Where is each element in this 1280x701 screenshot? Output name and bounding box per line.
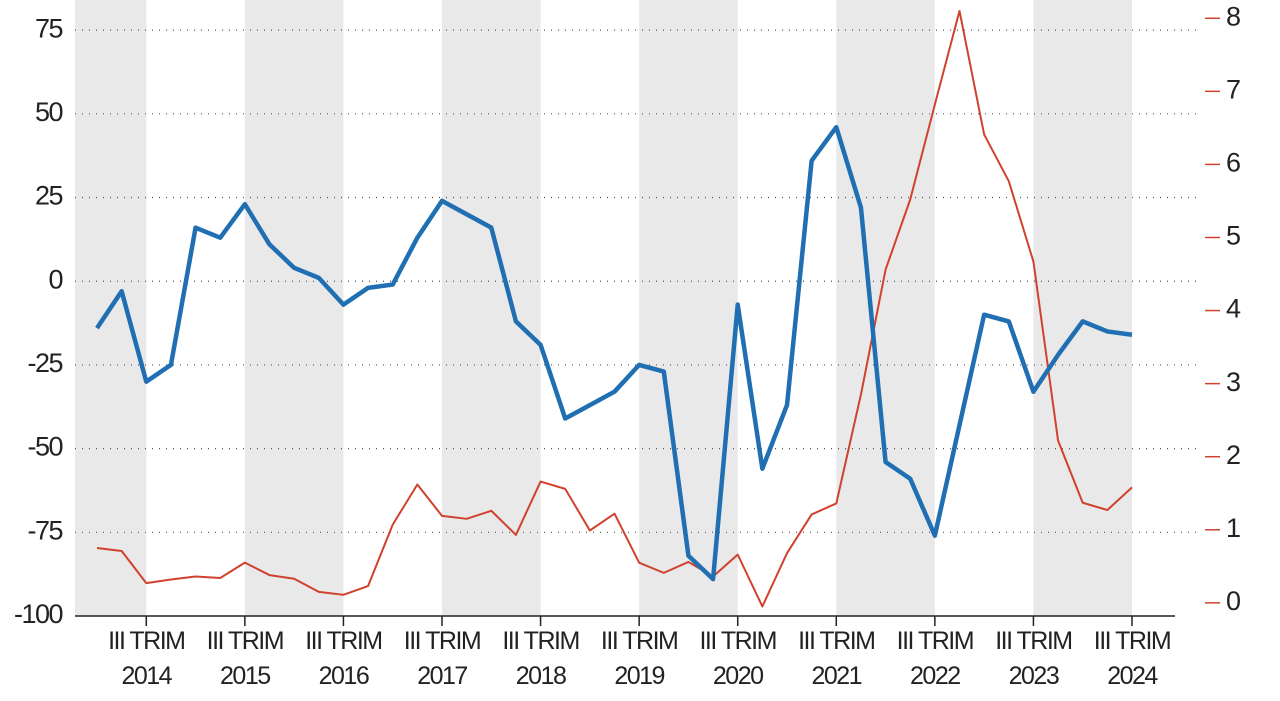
x-tick-label: III TRIM 2022 xyxy=(896,627,975,690)
y2-tick-label: 4 xyxy=(1226,294,1241,324)
y-tick-label: -50 xyxy=(27,432,62,462)
y-tick-label: 25 xyxy=(35,181,63,211)
y2-tick-label: 8 xyxy=(1226,1,1240,31)
x-tick-label: III TRIM 2023 xyxy=(995,627,1073,690)
x-tick-label: III TRIM 2016 xyxy=(305,627,383,690)
y2-tick-label: 0 xyxy=(1226,586,1240,616)
y2-tick-label: 5 xyxy=(1226,221,1240,251)
x-tick-label: III TRIM 2020 xyxy=(699,627,777,690)
band xyxy=(1033,0,1132,616)
y-tick-label: 0 xyxy=(48,264,62,294)
x-tick-label: III TRIM 2014 xyxy=(108,627,186,690)
x-tick-label: III TRIM 2019 xyxy=(600,627,679,690)
x-tick-label: III TRIM 2015 xyxy=(206,627,285,690)
line-series xyxy=(96,9,1133,608)
y2-tick-label: 2 xyxy=(1226,440,1240,470)
band xyxy=(442,0,541,616)
x-tick-label: III TRIM 2021 xyxy=(798,627,876,690)
y2-tick-label: 1 xyxy=(1226,513,1240,543)
line-series xyxy=(95,124,1133,582)
y-tick-label: -100 xyxy=(14,599,63,629)
y2-tick-label: 3 xyxy=(1226,367,1240,397)
band xyxy=(244,0,344,616)
band xyxy=(836,0,935,616)
x-tick-label: III TRIM 2018 xyxy=(502,627,580,690)
y-tick-label: 50 xyxy=(35,97,63,127)
y2-tick-label: 7 xyxy=(1226,74,1240,104)
y-tick-label: -75 xyxy=(27,515,62,545)
x-tick-label: III TRIM 2024 xyxy=(1093,627,1172,690)
x-tick-label: III TRIM 2017 xyxy=(403,627,482,690)
y-tick-label: 75 xyxy=(35,13,63,43)
y-tick-label: -25 xyxy=(27,348,62,378)
band xyxy=(639,0,738,616)
y2-tick-label: 6 xyxy=(1226,148,1240,178)
